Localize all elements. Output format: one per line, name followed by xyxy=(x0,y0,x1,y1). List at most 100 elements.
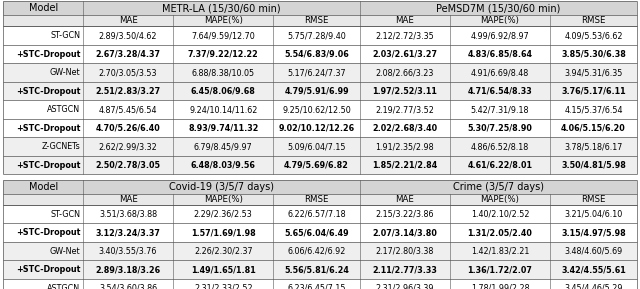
Text: 3.48/4.60/5.69: 3.48/4.60/5.69 xyxy=(564,247,623,256)
Bar xyxy=(3,45,637,63)
Text: 4.87/5.45/6.54: 4.87/5.45/6.54 xyxy=(99,105,157,114)
Bar xyxy=(3,137,637,156)
Text: 1.57/1.69/1.98: 1.57/1.69/1.98 xyxy=(191,228,255,237)
Text: 6.79/8.45/9.97: 6.79/8.45/9.97 xyxy=(194,142,253,151)
Bar xyxy=(3,82,637,100)
Bar xyxy=(3,279,637,289)
Text: Model: Model xyxy=(29,182,58,192)
Text: MAE: MAE xyxy=(118,16,138,25)
Text: 5.75/7.28/9.40: 5.75/7.28/9.40 xyxy=(287,31,346,40)
Text: 4.79/5.69/6.82: 4.79/5.69/6.82 xyxy=(284,160,349,170)
Text: 5.42/7.31/9.18: 5.42/7.31/9.18 xyxy=(471,105,529,114)
Text: 7.64/9.59/12.70: 7.64/9.59/12.70 xyxy=(191,31,255,40)
Text: RMSE: RMSE xyxy=(305,16,329,25)
Text: 2.26/2.30/2.37: 2.26/2.30/2.37 xyxy=(194,247,253,256)
Text: Model: Model xyxy=(29,3,58,13)
Text: 9.24/10.14/11.62: 9.24/10.14/11.62 xyxy=(189,105,257,114)
Text: 6.45/8.06/9.68: 6.45/8.06/9.68 xyxy=(191,86,255,96)
Text: 8.93/9.74/11.32: 8.93/9.74/11.32 xyxy=(188,123,259,133)
Text: 1.85/2.21/2.84: 1.85/2.21/2.84 xyxy=(372,160,438,170)
Text: ST-GCN: ST-GCN xyxy=(51,31,81,40)
Text: 3.94/5.31/6.35: 3.94/5.31/6.35 xyxy=(564,68,623,77)
Text: 3.21/5.04/6.10: 3.21/5.04/6.10 xyxy=(564,210,623,219)
Text: 5.54/6.83/9.06: 5.54/6.83/9.06 xyxy=(284,49,349,59)
Text: ASTGCN: ASTGCN xyxy=(47,284,81,289)
Bar xyxy=(3,242,637,260)
Text: 2.08/2.66/3.23: 2.08/2.66/3.23 xyxy=(376,68,434,77)
Text: 2.11/2.77/3.33: 2.11/2.77/3.33 xyxy=(372,265,437,274)
Text: 3.12/3.24/3.37: 3.12/3.24/3.37 xyxy=(95,228,161,237)
Text: 1.31/2.05/2.40: 1.31/2.05/2.40 xyxy=(468,228,532,237)
Text: Crime (3/5/7 days): Crime (3/5/7 days) xyxy=(453,182,544,192)
Text: 7.37/9.22/12.22: 7.37/9.22/12.22 xyxy=(188,49,259,59)
Text: 1.97/2.52/3.11: 1.97/2.52/3.11 xyxy=(372,86,437,96)
Text: 3.76/5.17/6.11: 3.76/5.17/6.11 xyxy=(561,86,626,96)
Text: 5.65/6.04/6.49: 5.65/6.04/6.49 xyxy=(284,228,349,237)
Bar xyxy=(3,1,637,15)
Text: 3.78/5.18/6.17: 3.78/5.18/6.17 xyxy=(564,142,623,151)
Text: 4.09/5.53/6.62: 4.09/5.53/6.62 xyxy=(564,31,623,40)
Text: 4.79/5.91/6.99: 4.79/5.91/6.99 xyxy=(284,86,349,96)
Text: 5.30/7.25/8.90: 5.30/7.25/8.90 xyxy=(468,123,532,133)
Text: 1.36/1.72/2.07: 1.36/1.72/2.07 xyxy=(468,265,532,274)
Text: 3.54/3.60/3.86: 3.54/3.60/3.86 xyxy=(99,284,157,289)
Text: 4.71/6.54/8.33: 4.71/6.54/8.33 xyxy=(468,86,532,96)
Text: 6.48/8.03/9.56: 6.48/8.03/9.56 xyxy=(191,160,255,170)
Text: 4.86/6.52/8.18: 4.86/6.52/8.18 xyxy=(471,142,529,151)
Text: 3.45/4.46/5.29: 3.45/4.46/5.29 xyxy=(564,284,623,289)
Text: 1.91/2.35/2.98: 1.91/2.35/2.98 xyxy=(376,142,435,151)
Bar xyxy=(3,205,637,223)
Text: MAPE(%): MAPE(%) xyxy=(204,16,243,25)
Text: +STC-Dropout: +STC-Dropout xyxy=(16,160,81,170)
Text: 4.61/6.22/8.01: 4.61/6.22/8.01 xyxy=(468,160,532,170)
Bar xyxy=(3,26,637,45)
Text: 4.83/6.85/8.64: 4.83/6.85/8.64 xyxy=(468,49,532,59)
Text: MAE: MAE xyxy=(396,16,414,25)
Text: METR-LA (15/30/60 min): METR-LA (15/30/60 min) xyxy=(162,3,281,13)
Text: RMSE: RMSE xyxy=(305,195,329,204)
Text: 4.70/5.26/6.40: 4.70/5.26/6.40 xyxy=(96,123,161,133)
Text: 6.22/6.57/7.18: 6.22/6.57/7.18 xyxy=(287,210,346,219)
Text: 3.85/5.30/6.38: 3.85/5.30/6.38 xyxy=(561,49,626,59)
Text: PeMSD7M (15/30/60 min): PeMSD7M (15/30/60 min) xyxy=(436,3,561,13)
Text: +STC-Dropout: +STC-Dropout xyxy=(16,265,81,274)
Bar xyxy=(3,260,637,279)
Text: 4.06/5.15/6.20: 4.06/5.15/6.20 xyxy=(561,123,626,133)
Text: 2.89/3.50/4.62: 2.89/3.50/4.62 xyxy=(99,31,157,40)
Bar xyxy=(3,194,637,205)
Text: MAE: MAE xyxy=(118,195,138,204)
Text: 5.17/6.24/7.37: 5.17/6.24/7.37 xyxy=(287,68,346,77)
Text: 2.50/2.78/3.05: 2.50/2.78/3.05 xyxy=(95,160,161,170)
Text: 2.12/2.72/3.35: 2.12/2.72/3.35 xyxy=(376,31,435,40)
Text: 3.15/4.97/5.98: 3.15/4.97/5.98 xyxy=(561,228,626,237)
Text: 3.51/3.68/3.88: 3.51/3.68/3.88 xyxy=(99,210,157,219)
Text: 1.78/1.99/2.28: 1.78/1.99/2.28 xyxy=(471,284,529,289)
Text: 6.23/6.45/7.15: 6.23/6.45/7.15 xyxy=(287,284,346,289)
Text: 3.50/4.81/5.98: 3.50/4.81/5.98 xyxy=(561,160,626,170)
Text: 4.15/5.37/6.54: 4.15/5.37/6.54 xyxy=(564,105,623,114)
Text: Covid-19 (3/5/7 days): Covid-19 (3/5/7 days) xyxy=(169,182,274,192)
Text: 2.29/2.36/2.53: 2.29/2.36/2.53 xyxy=(194,210,253,219)
Bar xyxy=(3,223,637,242)
Text: 4.99/6.92/8.97: 4.99/6.92/8.97 xyxy=(470,31,529,40)
Bar xyxy=(3,119,637,137)
Text: 4.91/6.69/8.48: 4.91/6.69/8.48 xyxy=(471,68,529,77)
Text: 2.67/3.28/4.37: 2.67/3.28/4.37 xyxy=(95,49,161,59)
Bar xyxy=(3,63,637,82)
Text: +STC-Dropout: +STC-Dropout xyxy=(16,123,81,133)
Text: 2.19/2.77/3.52: 2.19/2.77/3.52 xyxy=(376,105,435,114)
Text: 9.02/10.12/12.26: 9.02/10.12/12.26 xyxy=(278,123,355,133)
Text: 1.40/2.10/2.52: 1.40/2.10/2.52 xyxy=(471,210,529,219)
Text: 1.49/1.65/1.81: 1.49/1.65/1.81 xyxy=(191,265,255,274)
Text: 5.56/5.81/6.24: 5.56/5.81/6.24 xyxy=(284,265,349,274)
Text: 5.09/6.04/7.15: 5.09/6.04/7.15 xyxy=(287,142,346,151)
Text: MAPE(%): MAPE(%) xyxy=(204,195,243,204)
Text: 2.15/3.22/3.86: 2.15/3.22/3.86 xyxy=(376,210,434,219)
Text: 2.70/3.05/3.53: 2.70/3.05/3.53 xyxy=(99,68,157,77)
Bar xyxy=(3,156,637,174)
Text: +STC-Dropout: +STC-Dropout xyxy=(16,86,81,96)
Text: 2.31/2.33/2.52: 2.31/2.33/2.52 xyxy=(194,284,253,289)
Bar xyxy=(3,180,637,194)
Text: Z-GCNETs: Z-GCNETs xyxy=(42,142,81,151)
Text: 2.17/2.80/3.38: 2.17/2.80/3.38 xyxy=(376,247,434,256)
